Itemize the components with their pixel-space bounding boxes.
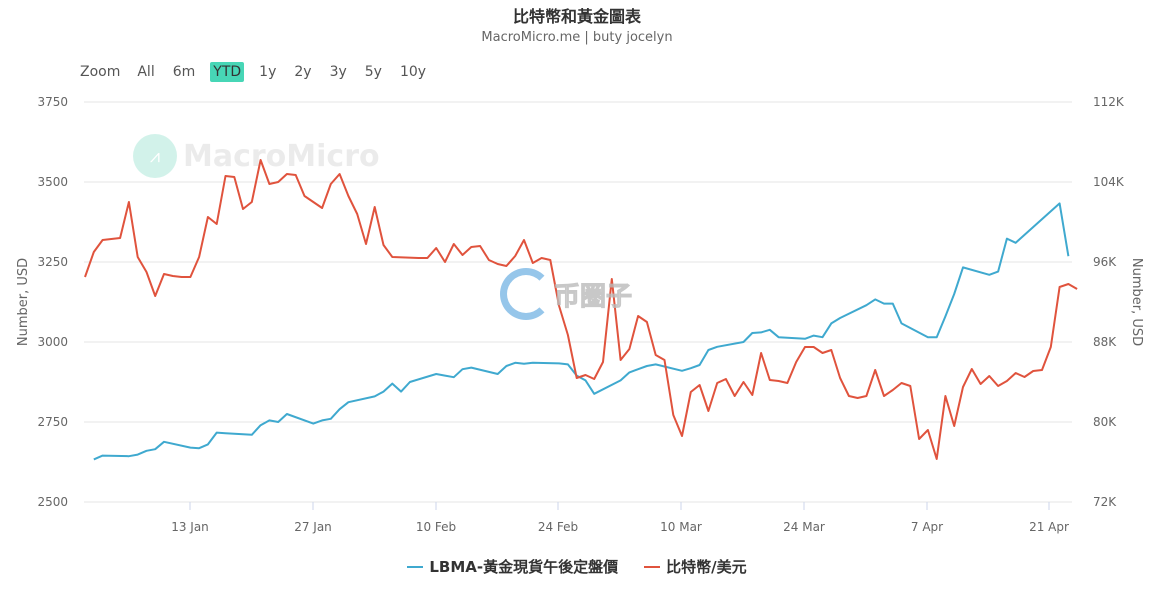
- range-button-1y[interactable]: 1y: [259, 64, 277, 80]
- left-axis-tick-label: 3000: [37, 335, 68, 349]
- right-axis-tick-label: 96K: [1093, 255, 1117, 269]
- right-axis-tick-label: 112K: [1093, 95, 1125, 109]
- chart-legend: LBMA-黃金現貨午後定盤價 比特幣/美元: [0, 556, 1154, 577]
- x-axis-tick-label: 10 Feb: [416, 520, 456, 534]
- legend-swatch-gold: [407, 565, 424, 568]
- range-button-all[interactable]: All: [137, 64, 155, 80]
- chart-subtitle: MacroMicro.me | buty jocelyn: [481, 30, 673, 45]
- right-axis-title: Number, USD: [1129, 258, 1144, 346]
- range-button-6m[interactable]: 6m: [172, 64, 196, 80]
- x-axis-tick-label: 13 Jan: [171, 520, 209, 534]
- gridlines: [84, 101, 1072, 503]
- x-axis-tick-label: 24 Mar: [783, 520, 825, 534]
- chart-title: 比特幣和黃金圖表: [512, 7, 641, 26]
- left-axis-tick-label: 3750: [37, 95, 68, 109]
- legend-swatch-bitcoin: [644, 565, 661, 568]
- macromicro-watermark-text: MacroMicro: [183, 138, 380, 174]
- x-axis-tick-label: 7 Apr: [911, 520, 943, 534]
- right-axis-tick-label: 80K: [1093, 415, 1117, 429]
- range-button-10y[interactable]: 10y: [399, 64, 427, 80]
- x-axis: 13 Jan 27 Jan 10 Feb 24 Feb 10 Mar 24 Mar 7 Ap…: [171, 502, 1069, 534]
- coin-watermark-text: 币圈子: [553, 281, 633, 312]
- coin-watermark: 币圈子: [500, 268, 633, 320]
- range-button-3y[interactable]: 3y: [329, 64, 347, 80]
- x-axis-tick-label: 27 Jan: [294, 520, 332, 534]
- left-axis-title: Number, USD: [16, 258, 31, 346]
- right-axis-tick-label: 72K: [1093, 495, 1117, 509]
- legend-label-bitcoin: 比特幣/美元: [666, 558, 747, 576]
- gold-price-line[interactable]: [93, 202, 1070, 461]
- right-axis-tick-label: 88K: [1093, 335, 1117, 349]
- x-axis-tick-label: 10 Mar: [660, 520, 702, 534]
- range-selector-label: Zoom: [80, 64, 121, 80]
- x-axis-tick-label: 21 Apr: [1029, 520, 1069, 534]
- coin-logo-icon: [500, 268, 552, 320]
- left-axis-tick-label: 2500: [37, 495, 68, 509]
- macromicro-watermark: ⩘ MacroMicro: [133, 134, 380, 178]
- legend-item-gold[interactable]: LBMA-黃金現貨午後定盤價: [407, 556, 618, 577]
- range-selector: Zoom All 6m YTD 1y 2y 3y 5y 10y: [80, 62, 441, 82]
- legend-label-gold: LBMA-黃金現貨午後定盤價: [429, 558, 619, 576]
- left-axis-tick-label: 3500: [37, 175, 68, 189]
- range-button-2y[interactable]: 2y: [294, 64, 312, 80]
- range-button-ytd[interactable]: YTD: [210, 62, 245, 82]
- legend-item-bitcoin[interactable]: 比特幣/美元: [644, 556, 747, 577]
- right-y-axis: 72K 80K 88K 96K 104K 112K: [1093, 95, 1125, 509]
- left-axis-tick-label: 2750: [37, 415, 68, 429]
- bitcoin-price-line[interactable]: [84, 159, 1078, 460]
- left-axis-tick-label: 3250: [37, 255, 68, 269]
- left-y-axis: 2500 2750 3000 3250 3500 3750: [37, 95, 68, 509]
- range-button-5y[interactable]: 5y: [364, 64, 382, 80]
- macromicro-logo-icon: ⩘: [133, 134, 177, 178]
- x-axis-tick-label: 24 Feb: [538, 520, 578, 534]
- right-axis-tick-label: 104K: [1093, 175, 1125, 189]
